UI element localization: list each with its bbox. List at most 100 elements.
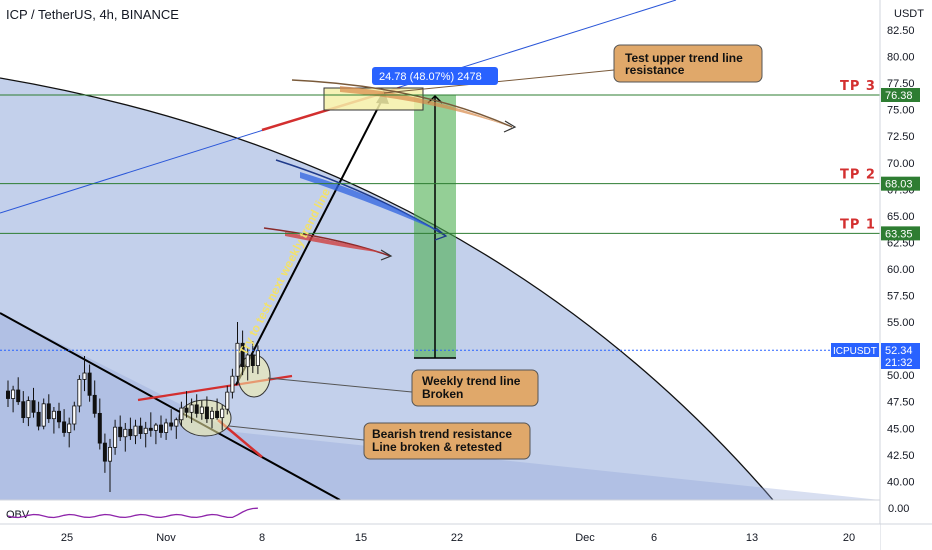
price-tick-label: 57.50 [887,291,915,303]
curved-arrow-upper-fill [340,86,508,126]
target-value-badge [881,176,920,191]
candle-body [184,407,189,413]
price-tick-label: 65.00 [887,211,915,223]
measure-badge-text: 24.78 (48.07%) 2478 [379,71,482,83]
measure-arrow-head [427,94,443,104]
candle-body [169,422,174,427]
candle-body [87,372,92,396]
candle-body [82,372,87,380]
candle-body [11,389,16,399]
price-tick-label: 80.00 [887,52,915,64]
price-tick-label: 62.50 [887,237,915,249]
target-label: TP 1 [840,217,876,232]
price-tick-label: 50.00 [887,370,915,382]
obv-value: 0.00 [888,503,909,515]
candle-body [199,406,204,414]
curved-arrow-blue-head [434,227,448,241]
candle-body [36,411,41,427]
candle-body [108,446,113,462]
symbol-badge: ICPUSDT [831,343,879,357]
candle-body [143,427,148,434]
candle-body [6,390,11,399]
price-tick-label: 72.50 [887,131,915,143]
axis-currency: USDT [894,8,924,20]
callout-weekly-line-2: Broken [422,387,463,401]
callout-bearish-line-2: Line broken & retested [372,440,502,454]
target-value: 63.35 [885,228,913,240]
obv-line [7,507,258,519]
candle-body [235,342,240,377]
time-tick-label: 25 [61,532,73,544]
price-tick-label: 75.00 [887,105,915,117]
price-tick-label: 55.00 [887,317,915,329]
price-tick-label: 70.00 [887,158,915,170]
candle-body [230,375,235,393]
target-value: 68.03 [885,179,913,191]
target-labels: TP 3 76.38 TP 2 68.03 TP 1 63.35 [840,79,920,241]
target-value: 76.38 [885,90,913,102]
callout-weekly: Weekly trend line Broken [411,369,539,407]
candlesticks [6,322,260,492]
last-price-badge: 52.34 21:32 [881,343,920,369]
time-tick-label: 15 [355,532,367,544]
time-axis-ticks: 25 Nov 8 15 22 Dec 6 13 20 [61,532,855,544]
price-tick-label: 42.50 [887,450,915,462]
curved-arrow-red-fill [285,232,384,253]
candle-body [245,354,250,368]
candle-body [57,410,62,423]
candle-body [97,412,102,444]
price-tick-label: 45.00 [887,423,915,435]
candle-body [102,442,107,462]
candle-body [62,421,67,433]
chart-title: ICP / TetherUS, 4h, BINANCE [6,7,179,22]
candle-body [31,400,36,413]
candle-body [153,424,158,431]
candle-body [225,391,230,410]
callout-weekly-line-1: Weekly trend line [422,374,521,388]
upper-callout-pointer [383,69,615,94]
candle-body [209,410,214,420]
time-tick-label: 6 [651,532,657,544]
time-tick-label: 13 [746,532,758,544]
candle-body [133,425,138,437]
callout-bearish: Bearish trend resistance Line broken & r… [363,422,531,460]
candle-body [250,354,255,366]
bearish-trend-line [0,312,341,500]
curved-arrow-upper-head [503,120,517,133]
last-price-text: 52.34 [885,345,913,357]
weekly-callout-pointer [267,377,413,393]
price-tick-label: 47.50 [887,397,915,409]
callout-bearish-line-1: Bearish trend resistance [372,427,512,441]
candle-body [118,426,123,438]
candle-body [92,394,97,414]
curved-arrow-red-head [380,249,393,261]
candle-body [72,405,77,425]
candle-body [41,403,46,427]
obv-panel [0,501,880,524]
candle-body [16,389,21,403]
candle-body [128,428,133,437]
candle-body [189,404,194,413]
candle-body [26,400,31,419]
symbol-text: ICPUSDT [833,346,877,357]
candle-body [67,423,72,433]
candle-body [77,378,82,407]
candle-body [220,408,225,419]
candle-body [179,407,184,421]
time-tick-label: 8 [259,532,265,544]
candle-body [21,401,26,419]
countdown-text: 21:32 [885,357,913,369]
candle-body [46,403,51,420]
callout-upper: Test upper trend line resistance [613,44,763,83]
candle-body [164,422,169,433]
bearish-callout-pointer [228,425,365,441]
time-tick-label: 20 [843,532,855,544]
price-tick-label: 82.50 [887,25,915,37]
candle-body [174,419,179,427]
curved-arrow-blue-fill [300,172,440,232]
candle-body [138,425,143,434]
time-axis[interactable] [0,524,880,550]
candle-body [215,410,220,419]
